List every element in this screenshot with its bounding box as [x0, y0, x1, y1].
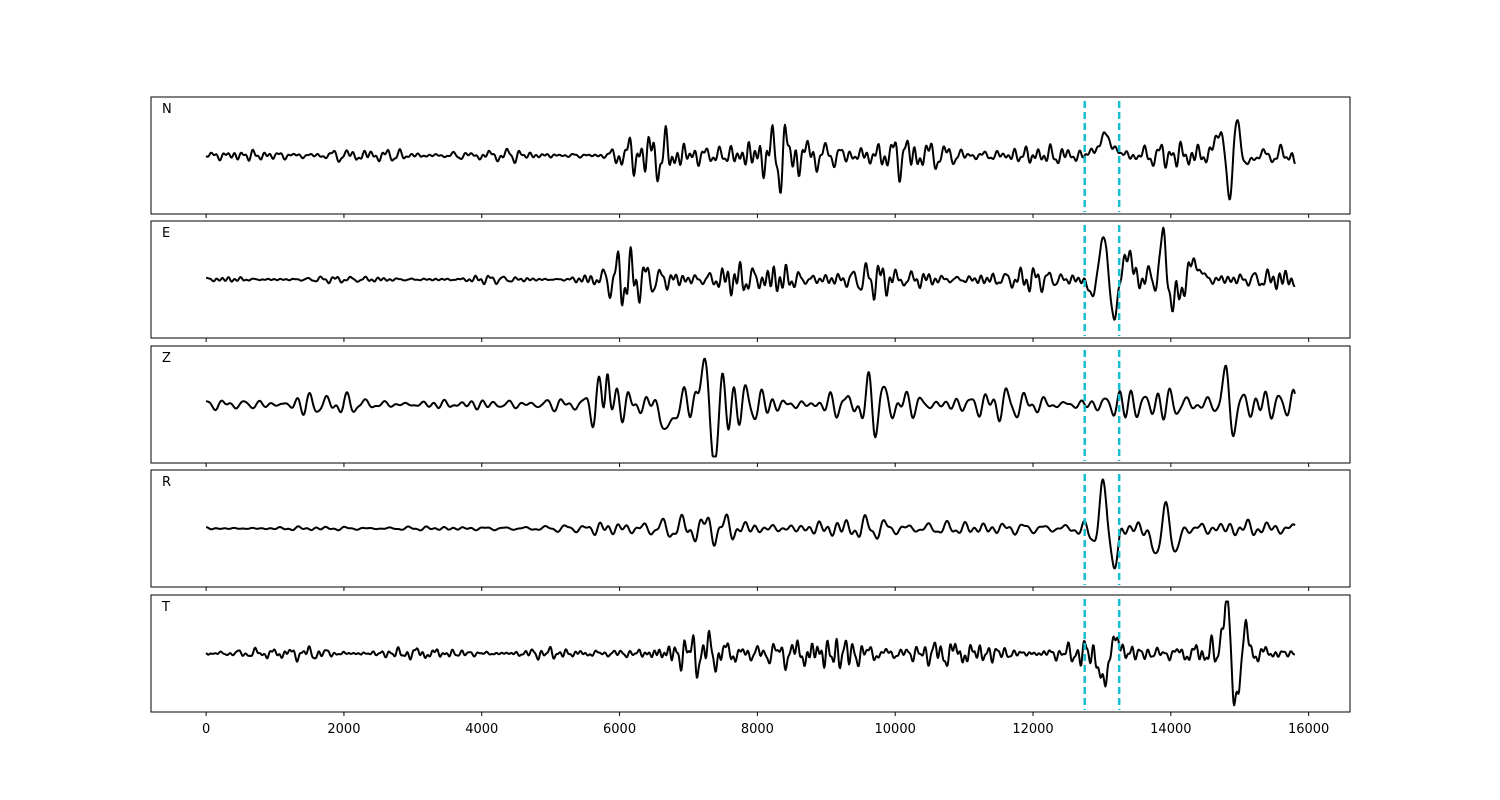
x-axis: 0 2000 4000 6000 8000 10000 12000 14000 16000	[202, 722, 1329, 737]
channel-label: T	[161, 600, 170, 615]
channel-panel: R	[150, 469, 1351, 591]
x-tick-label: 12000	[1012, 722, 1053, 737]
x-tick-label: 0	[202, 722, 210, 737]
waveform-line	[205, 119, 1296, 201]
x-tick-label: 16000	[1288, 722, 1329, 737]
x-tick-label: 6000	[603, 722, 636, 737]
waveform-line	[205, 478, 1296, 570]
panel-frame	[150, 594, 1351, 713]
channel-panel: Z	[150, 345, 1351, 467]
panel-frame	[150, 96, 1351, 215]
waveform-line	[205, 357, 1296, 458]
x-tick-label: 4000	[465, 722, 498, 737]
x-tick-label: 10000	[875, 722, 916, 737]
channel-label: R	[162, 475, 171, 490]
waveform-line	[205, 600, 1296, 707]
x-tick-label: 14000	[1150, 722, 1191, 737]
channel-panel: N	[150, 96, 1351, 218]
x-tick-label: 2000	[327, 722, 360, 737]
channel-label: E	[162, 226, 170, 241]
waveform-line	[205, 226, 1296, 321]
panel-frame	[150, 345, 1351, 464]
channel-panel: T	[150, 594, 1351, 716]
panel-frame	[150, 220, 1351, 339]
channel-label: Z	[162, 351, 171, 366]
channel-panel: E	[150, 220, 1351, 342]
channel-label: N	[162, 102, 172, 117]
channel-panels: N E Z R T	[150, 96, 1351, 716]
x-tick-label: 8000	[741, 722, 774, 737]
panel-frame	[150, 469, 1351, 588]
